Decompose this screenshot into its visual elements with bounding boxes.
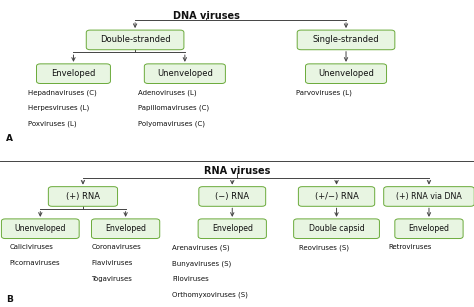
Text: Enveloped: Enveloped: [51, 69, 96, 78]
Text: Arenaviruses (S): Arenaviruses (S): [172, 244, 230, 251]
Text: (+/−) RNA: (+/−) RNA: [315, 192, 358, 201]
Text: Coronaviruses: Coronaviruses: [91, 244, 141, 250]
Text: (−) RNA: (−) RNA: [215, 192, 249, 201]
Text: Caliciviruses: Caliciviruses: [9, 244, 54, 250]
Text: Double-stranded: Double-stranded: [100, 35, 170, 45]
Text: Picornaviruses: Picornaviruses: [9, 260, 60, 266]
FancyBboxPatch shape: [91, 219, 160, 239]
Text: DNA viruses: DNA viruses: [173, 11, 240, 21]
FancyBboxPatch shape: [144, 64, 226, 84]
Text: Enveloped: Enveloped: [105, 224, 146, 233]
Text: B: B: [6, 295, 13, 304]
FancyBboxPatch shape: [297, 30, 395, 50]
FancyBboxPatch shape: [299, 187, 374, 206]
FancyBboxPatch shape: [1, 219, 79, 239]
FancyBboxPatch shape: [395, 219, 463, 239]
Text: Unenveloped: Unenveloped: [15, 224, 66, 233]
Text: Enveloped: Enveloped: [409, 224, 449, 233]
Text: Filoviruses: Filoviruses: [172, 276, 209, 282]
Text: (+) RNA: (+) RNA: [66, 192, 100, 201]
FancyBboxPatch shape: [305, 64, 386, 84]
Text: Flaviviruses: Flaviviruses: [91, 260, 133, 266]
FancyBboxPatch shape: [383, 187, 474, 206]
FancyBboxPatch shape: [198, 219, 266, 239]
Text: Bunyaviruses (S): Bunyaviruses (S): [172, 260, 231, 266]
Text: A: A: [6, 134, 13, 142]
Text: Unenveloped: Unenveloped: [318, 69, 374, 78]
FancyBboxPatch shape: [293, 219, 379, 239]
Text: Unenveloped: Unenveloped: [157, 69, 213, 78]
FancyBboxPatch shape: [48, 187, 118, 206]
Text: Double capsid: Double capsid: [309, 224, 365, 233]
Text: RNA viruses: RNA viruses: [204, 166, 270, 176]
Text: Poxviruses (L): Poxviruses (L): [28, 121, 77, 127]
FancyBboxPatch shape: [86, 30, 184, 50]
Text: Adenoviruses (L): Adenoviruses (L): [138, 89, 197, 95]
Text: Parvoviruses (L): Parvoviruses (L): [296, 89, 352, 95]
Text: Polyomaviruses (C): Polyomaviruses (C): [138, 121, 205, 127]
FancyBboxPatch shape: [36, 64, 110, 84]
Text: Togaviruses: Togaviruses: [91, 276, 132, 282]
Text: Orthomyxoviruses (S): Orthomyxoviruses (S): [172, 292, 248, 298]
Text: (+) RNA via DNA: (+) RNA via DNA: [396, 192, 462, 201]
Text: Hepadnaviruses (C): Hepadnaviruses (C): [28, 89, 97, 95]
Text: Single-stranded: Single-stranded: [313, 35, 379, 45]
FancyBboxPatch shape: [199, 187, 265, 206]
Text: Herpesviruses (L): Herpesviruses (L): [28, 105, 90, 111]
Text: Enveloped: Enveloped: [212, 224, 253, 233]
Text: Retroviruses: Retroviruses: [389, 244, 432, 250]
Text: Reoviruses (S): Reoviruses (S): [299, 244, 348, 251]
Text: Papillomaviruses (C): Papillomaviruses (C): [138, 105, 210, 111]
